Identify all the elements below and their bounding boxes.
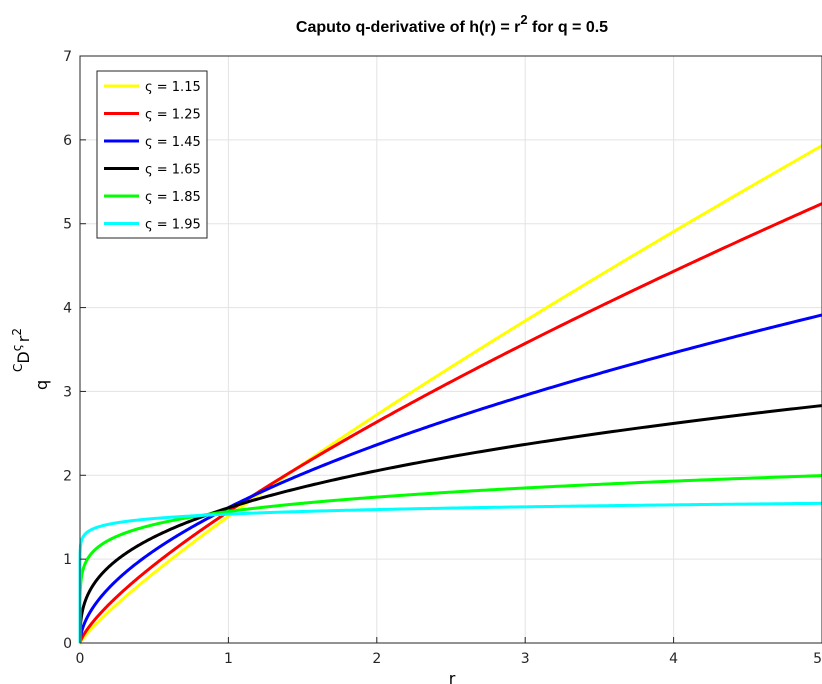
legend-item: ς = 1.65 [104,163,201,178]
axis-ticks: 0 1 2 3 4 5 0 1 2 3 4 5 6 7 [63,49,822,667]
series-line-2 [78,202,822,645]
y-tick-label: 4 [63,301,72,317]
x-tick-label: 4 [669,651,678,667]
legend-label: ς = 1.25 [145,108,201,123]
legend: ς = 1.15 ς = 1.25 ς = 1.45 ς = 1.65 ς = 1.85… [96,70,208,239]
x-tick-label: 2 [372,651,381,667]
chart-title: Caputo q-derivative of h(r) = r2 for q =… [296,12,608,36]
x-tick-label: 5 [813,651,822,667]
legend-item: ς = 1.15 [104,80,201,95]
x-tick-label: 0 [76,651,85,667]
legend-box [96,70,208,239]
series-line-3 [78,313,822,645]
series-line-6 [78,501,822,643]
legend-label: ς = 1.95 [145,218,201,233]
x-axis-label: r [449,669,456,684]
series-lines [78,144,822,645]
y-tick-label: 5 [63,217,72,233]
legend-label: ς = 1.65 [145,163,201,178]
legend-item: ς = 1.45 [104,135,201,150]
y-tick-label: 0 [63,636,72,652]
legend-item: ς = 1.25 [104,108,201,123]
x-tick-label: 3 [521,651,530,667]
y-tick-label: 7 [63,49,72,65]
plot-frame [79,55,822,644]
legend-label: ς = 1.85 [145,190,201,205]
y-tick-label: 6 [63,133,72,149]
y-tick-label: 1 [63,552,72,568]
series-line-4 [78,404,822,645]
y-tick-label: 2 [63,468,72,484]
legend-item: ς = 1.85 [104,190,201,205]
legend-item: ς = 1.95 [104,218,201,233]
legend-label: ς = 1.45 [145,135,201,150]
y-axis-label-subscript: q [32,380,51,390]
series-line-5 [78,474,822,643]
y-axis-label: CDςr2 [10,328,33,372]
x-tick-label: 1 [224,651,233,667]
legend-label: ς = 1.15 [145,80,201,95]
y-tick-label: 3 [63,384,72,400]
